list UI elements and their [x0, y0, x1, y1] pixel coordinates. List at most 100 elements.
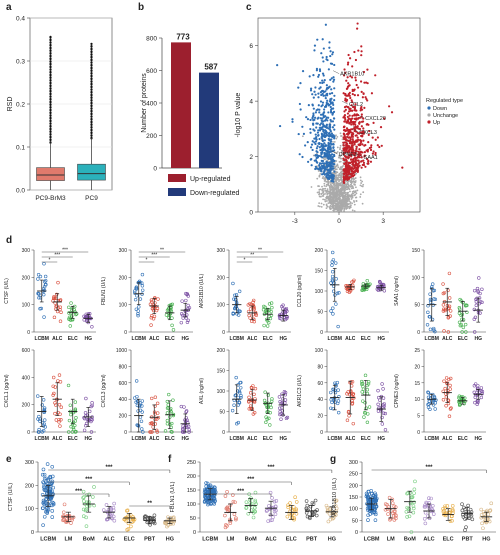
- data-point: [375, 285, 380, 289]
- data-point: [57, 373, 62, 377]
- bar-value-label: 773: [176, 32, 190, 41]
- point-up: [360, 160, 363, 163]
- point-unchange: [336, 135, 339, 138]
- x-tick-label: ALC: [345, 336, 356, 342]
- y-tick-label: 400: [22, 375, 31, 381]
- point-unchange: [345, 188, 348, 191]
- y-tick-label: 400: [119, 397, 128, 403]
- data-point: [457, 306, 462, 310]
- point-unchange: [327, 179, 329, 182]
- data-point: [58, 298, 63, 302]
- data-point: [167, 315, 171, 319]
- data-point: [130, 520, 134, 525]
- point-down: [325, 166, 329, 169]
- data-point: [134, 307, 139, 311]
- data-point: [448, 314, 452, 318]
- data-point: [443, 307, 448, 312]
- sig-label: ***: [62, 248, 68, 254]
- point-up: [347, 156, 350, 159]
- point-up: [353, 126, 356, 129]
- y-tick-label: 200: [146, 133, 157, 140]
- data-point: [73, 400, 78, 404]
- point-unchange: [339, 171, 342, 174]
- data-point: [187, 430, 191, 434]
- point-down: [327, 168, 331, 171]
- data-point: [251, 300, 255, 304]
- data-point: [84, 314, 88, 319]
- gene-label: CPNE3: [339, 152, 357, 158]
- data-point: [479, 507, 483, 512]
- point-down: [326, 174, 329, 177]
- data-point: [266, 393, 270, 397]
- point-unchange: [349, 201, 352, 204]
- point-up: [345, 98, 349, 102]
- data-point: [165, 399, 170, 404]
- data-point: [148, 522, 152, 527]
- data-point: [59, 310, 63, 315]
- point-down: [315, 156, 318, 160]
- data-point: [150, 516, 155, 521]
- data-point: [405, 491, 409, 496]
- point-unchange: [349, 185, 352, 188]
- point-unchange: [334, 184, 337, 187]
- y-tick-label: 0: [320, 330, 323, 336]
- point-down: [315, 67, 319, 70]
- x-tick-label: PBT: [462, 537, 474, 543]
- x-tick-label: ELC: [263, 336, 273, 342]
- data-point: [43, 280, 47, 284]
- point-unchange: [337, 210, 340, 213]
- point-down: [327, 141, 330, 145]
- data-point: [446, 389, 450, 393]
- data-point: [43, 488, 47, 493]
- data-point: [475, 386, 480, 391]
- data-point: [431, 403, 436, 407]
- point-down: [331, 156, 334, 159]
- point-down: [315, 126, 318, 129]
- data-point: [208, 483, 213, 488]
- point-up: [357, 150, 360, 154]
- data-point: [474, 297, 478, 302]
- data-point: [352, 278, 356, 282]
- point-down: [308, 75, 311, 78]
- data-point: [233, 293, 237, 297]
- point-unchange: [343, 186, 346, 189]
- point-down: [306, 141, 309, 144]
- data-point: [36, 394, 40, 398]
- point-unchange: [335, 204, 338, 207]
- data-point: [404, 510, 409, 514]
- point-down: [333, 63, 336, 67]
- sig-label: ***: [247, 477, 255, 483]
- data-point: [150, 314, 154, 318]
- data-point: [336, 324, 340, 329]
- data-point: [448, 309, 453, 313]
- point-unchange: [316, 191, 319, 194]
- point-unchange: [322, 188, 325, 190]
- data-point: [61, 518, 65, 523]
- point-unchange: [336, 163, 339, 166]
- data-point: [442, 329, 446, 333]
- point-unchange: [362, 191, 365, 194]
- data-point: [104, 503, 109, 507]
- data-point: [168, 311, 173, 316]
- data-point: [364, 406, 368, 410]
- data-point: [254, 312, 258, 316]
- x-tick-label: LCBM: [328, 436, 342, 442]
- point-down: [321, 101, 325, 104]
- point-up: [347, 53, 350, 57]
- data-point: [74, 416, 78, 420]
- data-point: [432, 398, 437, 402]
- y-axis-label: CXCL1 (pg/ml): [4, 374, 10, 407]
- point-up: [355, 83, 358, 87]
- data-point: [155, 428, 159, 432]
- point-unchange: [329, 197, 332, 200]
- point-up: [345, 149, 348, 152]
- point-unchange: [337, 208, 340, 211]
- point-down: [324, 23, 327, 26]
- point-up: [346, 105, 349, 109]
- point-down: [333, 87, 336, 90]
- data-point: [380, 422, 385, 426]
- point-unchange: [318, 205, 321, 208]
- data-point: [224, 506, 229, 511]
